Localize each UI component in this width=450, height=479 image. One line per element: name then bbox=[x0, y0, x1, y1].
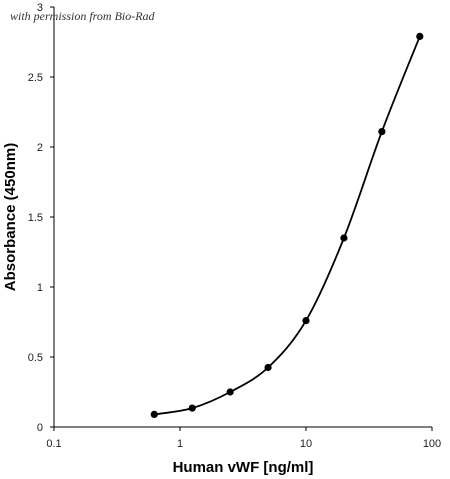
y-tick-label: 2 bbox=[37, 142, 43, 154]
y-tick-label: 1.5 bbox=[28, 212, 43, 224]
y-tick-label: 0.5 bbox=[28, 352, 43, 364]
x-tick-label: 0.1 bbox=[46, 438, 61, 450]
y-tick-label: 3 bbox=[37, 2, 43, 14]
data-point bbox=[378, 128, 386, 136]
data-point bbox=[226, 388, 234, 396]
fit-curve bbox=[154, 36, 421, 416]
data-point bbox=[302, 317, 310, 325]
data-point bbox=[340, 234, 348, 242]
x-tick-label: 10 bbox=[300, 438, 312, 450]
data-point bbox=[150, 410, 158, 418]
data-points bbox=[150, 32, 424, 418]
watermark-text: with permission from Bio-Rad bbox=[10, 9, 156, 23]
data-point bbox=[188, 404, 196, 412]
data-point bbox=[264, 363, 272, 372]
x-tick-label: 100 bbox=[423, 438, 441, 450]
data-point bbox=[416, 32, 424, 41]
y-tick-label: 2.5 bbox=[28, 72, 43, 84]
y-ticks: 0 0.5 1 1.5 2 2.5 3 bbox=[28, 2, 54, 434]
y-tick-label: 0 bbox=[37, 422, 43, 434]
x-ticks: 0.1 1 10 100 bbox=[46, 427, 441, 450]
x-tick-label: 1 bbox=[177, 438, 183, 450]
axes bbox=[53, 7, 432, 428]
x-axis-title: Human vWF [ng/ml] bbox=[173, 459, 314, 476]
y-axis-title: Absorbance (450nm) bbox=[2, 143, 19, 291]
y-tick-label: 1 bbox=[37, 282, 43, 294]
